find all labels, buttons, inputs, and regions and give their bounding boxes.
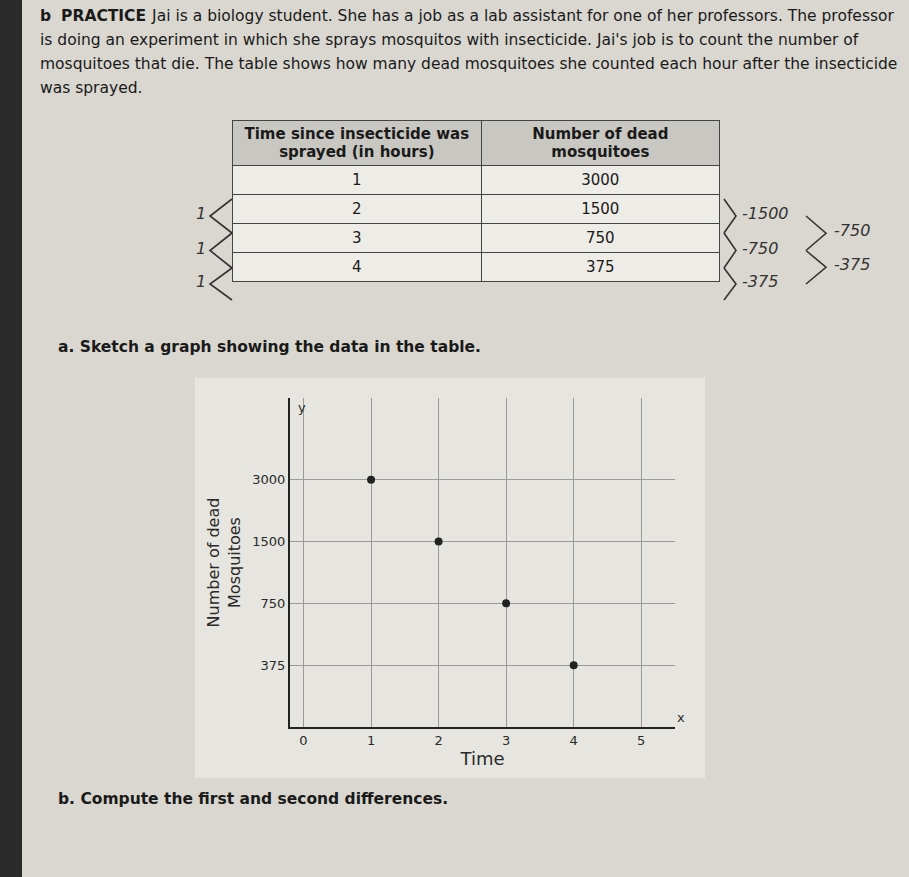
html-text:-750: -750: [742, 238, 779, 258]
svg-text:0: 0: [299, 733, 307, 748]
html-text:Number of dead mosquitoes: Number of dead mosquitoes: [532, 125, 669, 161]
svg-text:Time: Time: [459, 748, 504, 769]
svg-text:5: 5: [637, 733, 645, 748]
html-text:4: 4: [352, 258, 362, 276]
html-text:Time since insecticide was spr: Time since insecticide was sprayed (in h…: [244, 125, 470, 161]
html-text:750: 750: [586, 229, 615, 247]
html-text:1: 1: [352, 171, 362, 189]
html-text:1: 1: [196, 204, 207, 223]
html-text:3000: 3000: [581, 171, 620, 189]
html-text:b: b: [40, 7, 52, 25]
svg-text:x: x: [677, 710, 685, 725]
html-text:-375: -375: [742, 272, 779, 291]
svg-text:4: 4: [570, 733, 578, 748]
html-text:1: 1: [196, 272, 207, 291]
svg-text:1500: 1500: [252, 534, 285, 549]
svg-text:1: 1: [367, 733, 375, 748]
html-text:-375: -375: [834, 255, 871, 275]
html-text:375: 375: [586, 258, 615, 276]
html-text:-1500: -1500: [742, 204, 789, 223]
svg-text:375: 375: [261, 658, 286, 673]
svg-text:3000: 3000: [252, 472, 285, 487]
svg-text:3: 3: [502, 733, 510, 748]
svg-text:750: 750: [261, 596, 286, 611]
html-text:3: 3: [352, 229, 362, 247]
html-text:1: 1: [196, 238, 207, 258]
html-text:PRACTICE Jai is a biology stud: PRACTICE Jai is a biology student. She h…: [40, 7, 898, 97]
html-text:b. Compute the first and secon: b. Compute the first and second differen…: [58, 790, 449, 808]
html-text:2: 2: [352, 200, 362, 218]
html-text:1500: 1500: [581, 200, 620, 218]
svg-text:Number of deadMosquitoes: Number of deadMosquitoes: [204, 498, 244, 628]
svg-text:y: y: [298, 400, 306, 415]
svg-text:2: 2: [434, 733, 442, 748]
html-text:a. Sketch a graph showing the: a. Sketch a graph showing the data in th…: [58, 338, 481, 356]
html-text:-750: -750: [834, 221, 871, 241]
